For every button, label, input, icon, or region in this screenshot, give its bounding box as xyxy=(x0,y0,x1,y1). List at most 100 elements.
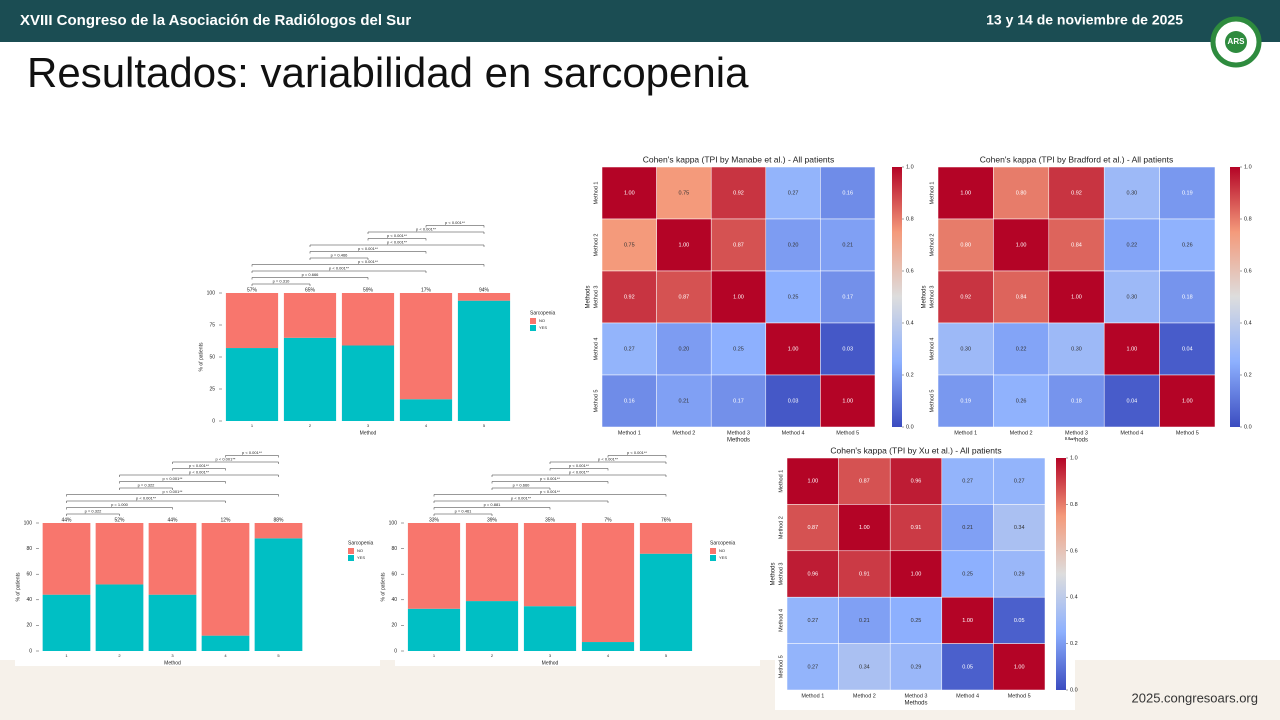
cell-label: 1.00 xyxy=(1127,346,1138,352)
cell-label: 0.22 xyxy=(1127,242,1138,248)
heatmap-cell xyxy=(838,504,891,552)
y-tick-label: 75 xyxy=(209,322,215,328)
p-value: p = 0.666 xyxy=(302,272,320,277)
heatmap-cell xyxy=(765,166,821,220)
cell-label: 1.00 xyxy=(1071,294,1082,300)
bar-segment xyxy=(523,523,577,607)
y-tick-label: 80 xyxy=(391,546,397,552)
significance-bracket xyxy=(119,487,173,490)
colorbar-tick-label: 0.6 xyxy=(906,268,914,274)
cell-label: 0.84 xyxy=(1016,294,1027,300)
cell-label: 0.34 xyxy=(1014,525,1025,531)
cell-label: 0.75 xyxy=(679,190,690,196)
x-tick-label: 5 xyxy=(277,653,280,658)
cell-label: 0.30 xyxy=(960,346,971,352)
cell-label: 0.91 xyxy=(911,525,922,531)
value-label: 57% xyxy=(247,287,258,293)
congress-name: XVIII Congreso de la Asociación de Radió… xyxy=(20,12,411,29)
heatmap-cell xyxy=(820,322,876,376)
cell-label: 0.80 xyxy=(960,242,971,248)
logo-core xyxy=(1225,31,1247,53)
cell-label: 0.18 xyxy=(1182,294,1193,300)
p-value: p = 0.322 xyxy=(138,483,156,488)
value-label: 44% xyxy=(167,517,178,523)
heatmap-cell xyxy=(941,457,994,505)
x-tick-label: 3 xyxy=(367,423,370,428)
cell-label: 0.96 xyxy=(807,571,818,577)
x-tick-label: 2 xyxy=(309,423,312,428)
significance-bracket xyxy=(425,225,485,228)
significance-bracket xyxy=(433,507,551,510)
heatmap-cell xyxy=(601,322,657,376)
y-axis-title: % of patients xyxy=(15,572,21,601)
x-tick-label: 1 xyxy=(251,423,254,428)
significance-bracket xyxy=(309,244,485,247)
slide-floor xyxy=(0,660,1280,720)
p-value: p < 0.001** xyxy=(387,240,407,245)
p-value: p < 0.001** xyxy=(358,246,378,251)
bar-segment xyxy=(42,594,91,651)
x-tick-label: 1 xyxy=(65,653,68,658)
cell-label: 1.00 xyxy=(1182,398,1193,404)
significance-bracket xyxy=(433,513,493,516)
cell-label: 1.00 xyxy=(733,294,744,300)
heatmap-cell xyxy=(656,322,712,376)
value-label: 39% xyxy=(487,517,498,523)
y-tick-label: 100 xyxy=(389,520,398,526)
cell-label: 0.21 xyxy=(842,242,853,248)
x-tick-label: 3 xyxy=(549,653,552,658)
p-value: p < 0.001** xyxy=(358,259,378,264)
bar-segment xyxy=(95,584,144,651)
bar-segment xyxy=(225,293,279,349)
heatmap-cell xyxy=(710,218,767,272)
cell-label: 0.21 xyxy=(679,398,690,404)
y-tick-label: 60 xyxy=(391,572,397,578)
legend-title: Sarcopenia xyxy=(530,310,556,316)
y-tick-label: Method 1 xyxy=(593,182,599,205)
x-tick-label: 4 xyxy=(607,653,610,658)
colorbar-tick-label: 0.6 xyxy=(1244,268,1252,274)
cell-label: 0.26 xyxy=(1016,398,1027,404)
y-tick-label: Method 5 xyxy=(929,390,935,413)
heatmap-cell xyxy=(820,218,876,272)
y-tick-label: Method 2 xyxy=(778,516,784,539)
cell-label: 0.27 xyxy=(807,664,818,670)
y-axis-title: % of patients xyxy=(380,572,386,601)
bar-segment xyxy=(581,523,635,643)
legend-swatch xyxy=(710,548,716,554)
heatmap-cell xyxy=(1048,166,1105,220)
colorbar-tick-label: 0.8 xyxy=(906,216,914,222)
heatmap-cell xyxy=(765,374,821,428)
p-value: p < 0.001** xyxy=(136,496,156,501)
legend-title: Sarcopenia xyxy=(348,540,374,546)
x-tick-label: 5 xyxy=(483,423,486,428)
cell-label: 1.00 xyxy=(1014,664,1025,670)
cell-label: 0.03 xyxy=(842,346,853,352)
heatmap-cell xyxy=(601,374,657,428)
legend-label: NO xyxy=(719,548,725,553)
legend-swatch xyxy=(348,548,354,554)
cell-label: 0.22 xyxy=(1016,346,1027,352)
cell-label: 0.27 xyxy=(962,479,973,485)
cell-label: 1.00 xyxy=(911,571,922,577)
heatmap-cell xyxy=(820,374,876,428)
logo-text: ARS xyxy=(1228,37,1246,46)
heatmap-cell xyxy=(786,550,839,598)
bar-segment xyxy=(465,601,519,651)
cell-label: 0.80 xyxy=(1016,190,1027,196)
x-tick-label: Method 1 xyxy=(801,693,824,699)
cell-label: 0.27 xyxy=(624,346,635,352)
significance-bracket xyxy=(367,238,427,241)
colorbar-tick-label: 0.4 xyxy=(1244,320,1252,326)
p-value: p < 0.001** xyxy=(216,457,236,462)
colorbar xyxy=(1056,458,1066,690)
heatmap-cell xyxy=(1048,374,1105,428)
x-axis-title: Methods xyxy=(904,701,927,707)
significance-bracket xyxy=(66,494,279,497)
bar-segment xyxy=(201,523,250,636)
bar-segment xyxy=(148,594,197,651)
cell-label: 0.30 xyxy=(1127,190,1138,196)
heatmap-cell xyxy=(993,643,1046,691)
cell-label: 0.96 xyxy=(911,479,922,485)
